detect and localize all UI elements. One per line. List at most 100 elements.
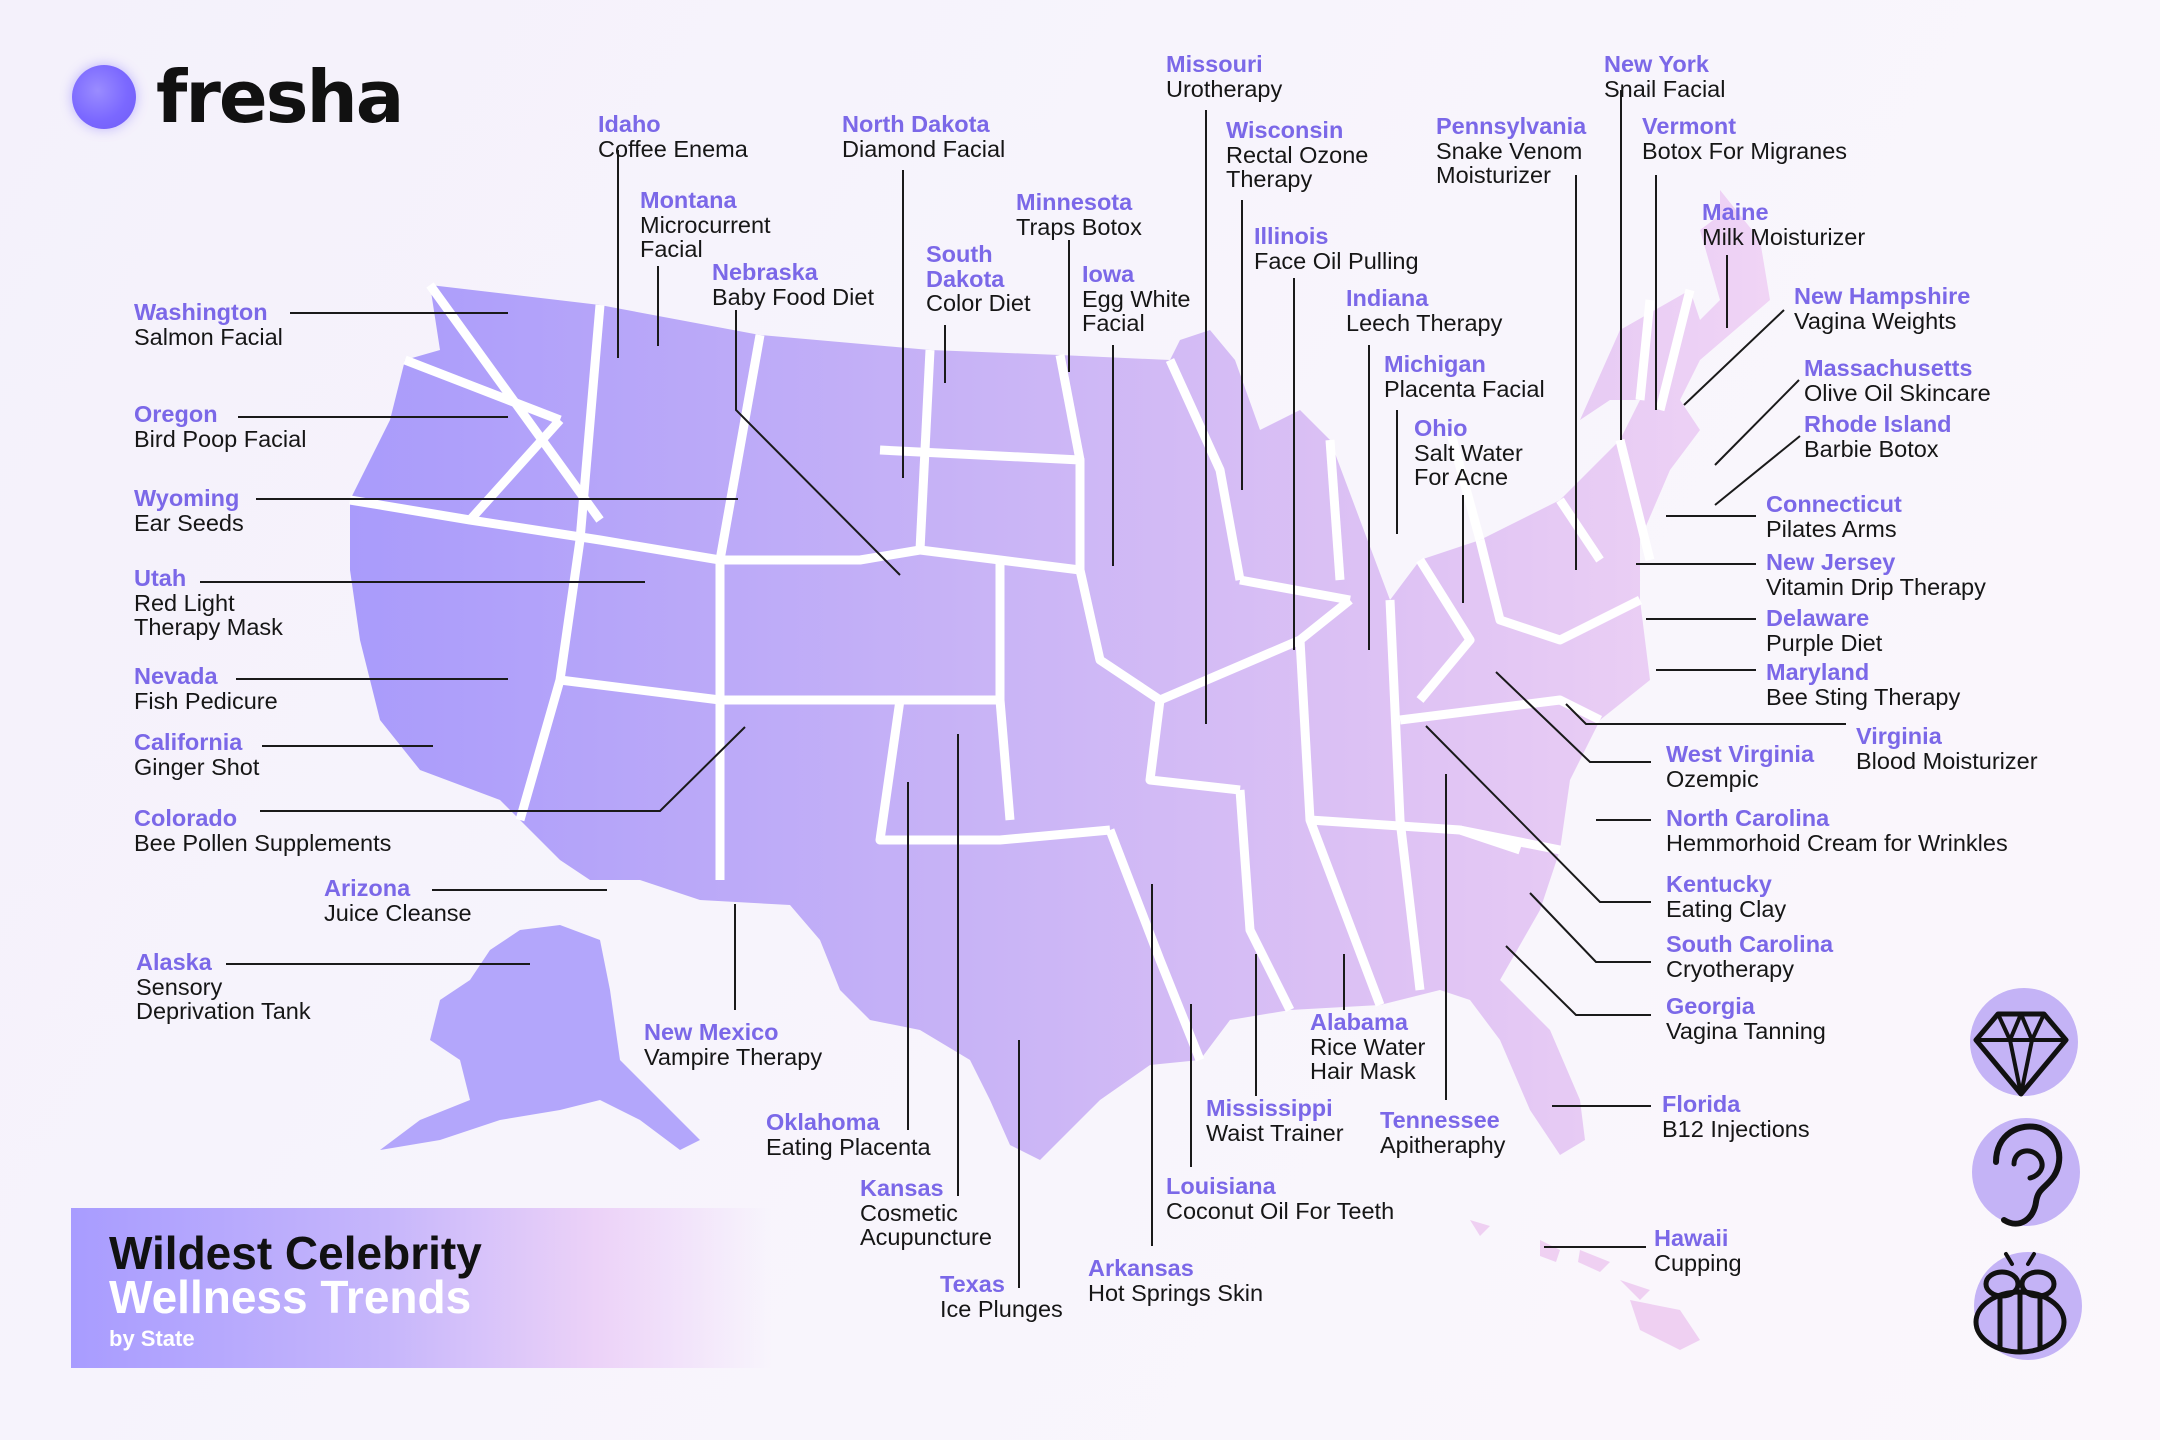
label-louisiana: Louisiana Coconut Oil For Teeth <box>1166 1174 1394 1223</box>
label-missouri: Missouri Urotherapy <box>1166 52 1282 101</box>
label-north-dakota: North Dakota Diamond Facial <box>842 112 1005 161</box>
trend-name: Fish Pedicure <box>134 687 278 714</box>
leader-line-massachusetts <box>1714 379 1800 466</box>
label-alaska: Alaska Sensory Deprivation Tank <box>136 950 311 1024</box>
label-california: California Ginger Shot <box>134 730 259 779</box>
state-border <box>1235 789 1295 1013</box>
trend-name: Barbie Botox <box>1804 435 1939 462</box>
trend-name: Botox For Migranes <box>1642 137 1848 164</box>
state-border <box>1416 557 1475 703</box>
trend-name: Traps Botox <box>1016 213 1142 240</box>
state-name: Montana <box>640 187 737 213</box>
trend-name: Placenta Facial <box>1384 375 1545 402</box>
hawaii-island <box>1620 1280 1650 1300</box>
label-new-hampshire: New Hampshire Vagina Weights <box>1794 284 1970 333</box>
state-name: Georgia <box>1666 993 1755 1019</box>
state-name: Wisconsin <box>1226 117 1344 143</box>
trend-name: Vagina Weights <box>1794 307 1957 334</box>
trend-name: Salmon Facial <box>134 323 283 350</box>
state-name: Washington <box>134 299 268 325</box>
title-line-1: Wildest Celebrity <box>109 1227 482 1279</box>
label-michigan: Michigan Placenta Facial <box>1384 352 1545 401</box>
label-minnesota: Minnesota Traps Botox <box>1016 190 1142 239</box>
trend-name: Ginger Shot <box>134 753 260 780</box>
brand-name: fresha <box>156 55 404 139</box>
label-hawaii: Hawaii Cupping <box>1654 1226 1742 1275</box>
state-name: Idaho <box>598 111 661 137</box>
leader-line-south-carolina <box>1529 892 1651 963</box>
trend-name: Vampire Therapy <box>644 1043 823 1070</box>
state-border <box>1475 538 1643 645</box>
label-nevada: Nevada Fish Pedicure <box>134 664 278 713</box>
state-name: Iowa <box>1082 261 1135 287</box>
trend-name: Bird Poop Facial <box>134 425 307 452</box>
trend-name: Ear Seeds <box>134 509 244 536</box>
trend-name: Hair Mask <box>1310 1058 1416 1084</box>
leader-lines <box>200 90 1846 1288</box>
state-name: Illinois <box>1254 223 1329 249</box>
state-name: Maryland <box>1766 659 1870 685</box>
state-border <box>1445 428 1485 542</box>
label-new-york: New York Snail Facial <box>1604 52 1725 101</box>
hawaii-island <box>1540 1240 1560 1262</box>
trend-name: Urotherapy <box>1166 75 1283 102</box>
state-name: Connecticut <box>1766 491 1902 517</box>
leader-line-rhode-island <box>1714 435 1801 506</box>
label-north-carolina: North Carolina Hemmorhoid Cream for Wrink… <box>1666 806 2008 855</box>
label-florida: Florida B12 Injections <box>1662 1092 1810 1141</box>
label-kansas: Kansas Cosmetic Acupuncture <box>860 1176 992 1250</box>
label-delaware: Delaware Purple Diet <box>1766 606 1882 655</box>
state-name: Pennsylvania <box>1436 113 1587 139</box>
state-name: Nevada <box>134 663 218 689</box>
state-name: Missouri <box>1166 51 1263 77</box>
ear-icon <box>1958 1114 2082 1243</box>
label-ohio: Ohio Salt Water For Acne <box>1414 416 1523 490</box>
trend-name: Face Oil Pulling <box>1254 247 1419 274</box>
trend-name: Coconut Oil For Teeth <box>1166 1197 1395 1224</box>
trend-name: Snail Facial <box>1604 75 1726 102</box>
state-name: Arkansas <box>1088 1255 1194 1281</box>
state-border <box>1165 358 1245 581</box>
trend-name: Hemmorhoid Cream for Wrinkles <box>1666 829 2008 856</box>
bee-icon <box>1958 1250 2082 1379</box>
label-alabama: Alabama Rice Water Hair Mask <box>1310 1010 1425 1084</box>
state-name: Tennessee <box>1380 1107 1500 1133</box>
label-kentucky: Kentucky Eating Clay <box>1666 872 1786 921</box>
alaska-shape <box>380 925 700 1150</box>
state-border <box>875 699 1111 845</box>
trend-name: Ozempic <box>1666 765 1759 792</box>
state-name: Wyoming <box>134 485 240 511</box>
label-arkansas: Arkansas Hot Springs Skin <box>1088 1256 1263 1305</box>
state-name: North Carolina <box>1666 805 1830 831</box>
label-utah: Utah Red Light Therapy Mask <box>134 566 283 640</box>
label-new-mexico: New Mexico Vampire Therapy <box>644 1020 822 1069</box>
leader-line-new-hampshire <box>1683 309 1785 406</box>
leader-line-nebraska <box>735 310 901 576</box>
trend-name: Bee Sting Therapy <box>1766 683 1961 710</box>
trend-name: Therapy Mask <box>134 614 283 640</box>
trend-name: Snake Venom <box>1436 137 1583 164</box>
state-name: Kentucky <box>1666 871 1772 897</box>
leader-line-georgia <box>1505 945 1651 1016</box>
hawaii-island <box>1578 1250 1610 1272</box>
trend-name: Leech Therapy <box>1346 309 1503 336</box>
state-name: Delaware <box>1766 605 1870 631</box>
trend-name: For Acne <box>1414 464 1509 490</box>
trend-name: Cosmetic <box>860 1199 958 1226</box>
state-border <box>995 699 1015 821</box>
state-name: Indiana <box>1346 285 1429 311</box>
leader-line-colorado <box>260 726 746 812</box>
trend-name: Ice Plunges <box>940 1295 1063 1322</box>
brand-logo: fresha <box>72 52 404 142</box>
label-connecticut: Connecticut Pilates Arms <box>1766 492 1902 541</box>
trend-name: Acupuncture <box>860 1224 992 1250</box>
state-border <box>1635 299 1655 401</box>
trend-name: Juice Cleanse <box>324 899 472 926</box>
state-name: Florida <box>1662 1091 1741 1117</box>
trend-name: Apitheraphy <box>1380 1131 1506 1158</box>
label-colorado: Colorado Bee Pollen Supplements <box>134 806 391 855</box>
state-name: Rhode Island <box>1804 411 1952 437</box>
label-arizona: Arizona Juice Cleanse <box>324 876 472 925</box>
state-name: California <box>134 729 243 755</box>
